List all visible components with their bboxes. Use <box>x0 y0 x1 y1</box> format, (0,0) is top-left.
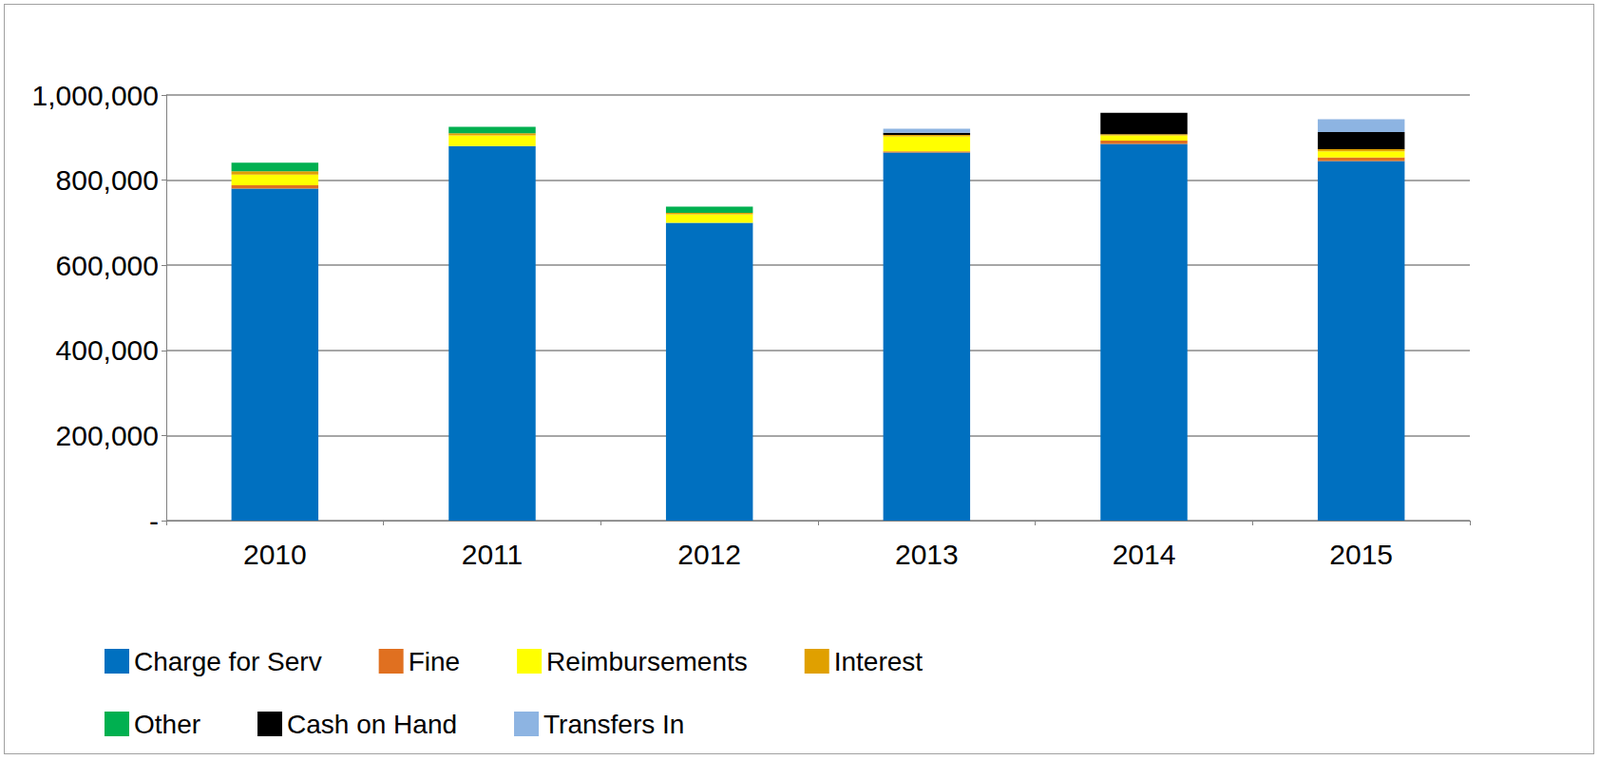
svg-text:1,000,000: 1,000,000 <box>32 79 159 112</box>
svg-text:600,000: 600,000 <box>56 249 159 282</box>
svg-text:-: - <box>149 505 159 537</box>
svg-text:2012: 2012 <box>677 538 742 571</box>
svg-text:Charge for Serv: Charge for Serv <box>133 647 323 677</box>
svg-text:2011: 2011 <box>461 538 524 571</box>
svg-text:Reimbursements: Reimbursements <box>546 647 748 677</box>
svg-text:Cash on Hand: Cash on Hand <box>286 709 458 740</box>
svg-text:Interest: Interest <box>834 647 924 677</box>
svg-text:Fine: Fine <box>408 647 460 677</box>
svg-text:800,000: 800,000 <box>56 164 159 196</box>
svg-text:2014: 2014 <box>1112 538 1177 571</box>
svg-text:2010: 2010 <box>243 538 307 571</box>
svg-text:2015: 2015 <box>1329 538 1393 571</box>
svg-text:Transfers In: Transfers In <box>543 709 685 740</box>
svg-text:200,000: 200,000 <box>56 419 159 452</box>
svg-text:Other: Other <box>133 709 201 740</box>
svg-text:2013: 2013 <box>895 538 959 571</box>
svg-text:400,000: 400,000 <box>56 334 159 366</box>
